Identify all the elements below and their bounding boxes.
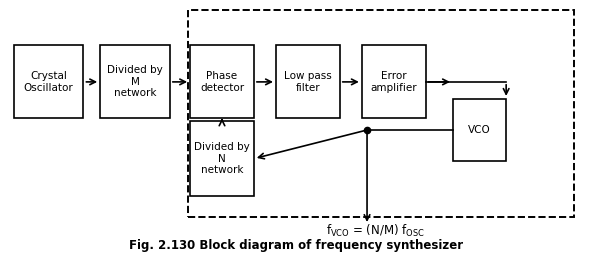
Text: Divided by
N
network: Divided by N network	[194, 142, 250, 175]
Bar	[362, 46, 426, 118]
Text: Crystal
Oscillator: Crystal Oscillator	[24, 71, 73, 93]
Text: VCO: VCO	[468, 125, 491, 135]
Bar	[14, 46, 83, 118]
Bar	[188, 10, 574, 217]
Text: Low pass
filter: Low pass filter	[284, 71, 332, 93]
Text: Error
amplifier: Error amplifier	[371, 71, 417, 93]
Bar	[190, 121, 254, 196]
Bar	[276, 46, 340, 118]
Text: Phase
detector: Phase detector	[200, 71, 244, 93]
Text: f$_{\mathregular{VCO}}$ = (N/M) f$_{\mathregular{OSC}}$: f$_{\mathregular{VCO}}$ = (N/M) f$_{\mat…	[326, 223, 426, 239]
Text: Divided by
M
network: Divided by M network	[107, 65, 163, 99]
Text: Fig. 2.130 Block diagram of frequency synthesizer: Fig. 2.130 Block diagram of frequency sy…	[129, 239, 463, 252]
Bar	[190, 46, 254, 118]
Bar	[453, 99, 506, 161]
Bar	[100, 46, 170, 118]
